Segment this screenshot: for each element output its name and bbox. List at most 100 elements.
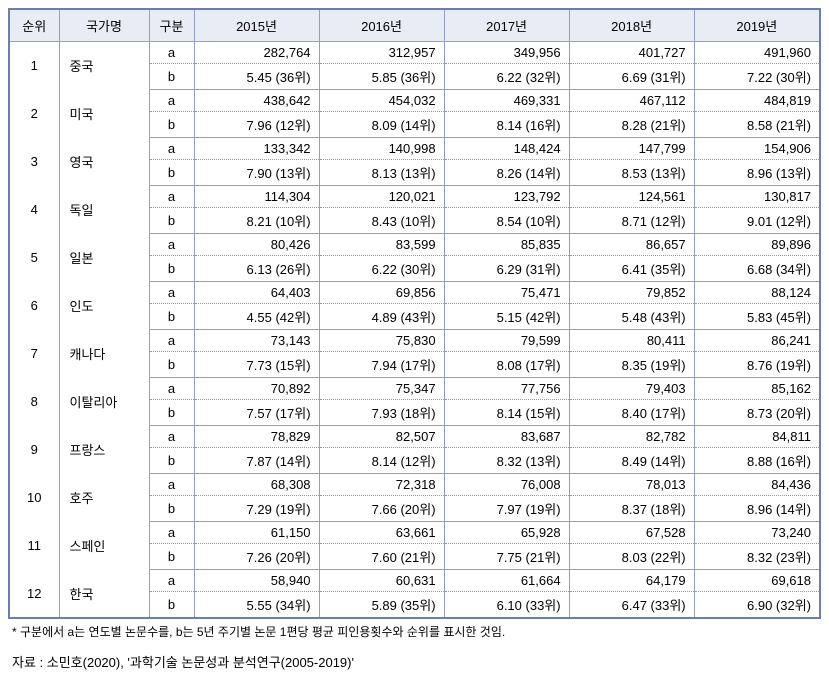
value-cell: 64,403 xyxy=(194,282,319,304)
value-cell: 7.87 (14위) xyxy=(194,448,319,474)
value-cell: 7.29 (19위) xyxy=(194,496,319,522)
value-cell: 8.32 (23위) xyxy=(694,544,820,570)
value-cell: 8.49 (14위) xyxy=(569,448,694,474)
value-cell: 349,956 xyxy=(444,42,569,64)
value-cell: 6.47 (33위) xyxy=(569,592,694,619)
rank-cell: 8 xyxy=(9,378,59,426)
value-cell: 484,819 xyxy=(694,90,820,112)
value-cell: 83,687 xyxy=(444,426,569,448)
value-cell: 82,782 xyxy=(569,426,694,448)
country-cell: 영국 xyxy=(59,138,149,186)
value-cell: 7.94 (17위) xyxy=(319,352,444,378)
value-cell: 85,835 xyxy=(444,234,569,256)
country-cell: 인도 xyxy=(59,282,149,330)
col-header: 2016년 xyxy=(319,9,444,42)
value-cell: 85,162 xyxy=(694,378,820,400)
value-cell: 8.14 (12위) xyxy=(319,448,444,474)
col-header: 순위 xyxy=(9,9,59,42)
value-cell: 5.15 (42위) xyxy=(444,304,569,330)
country-cell: 독일 xyxy=(59,186,149,234)
value-cell: 140,998 xyxy=(319,138,444,160)
type-cell: a xyxy=(149,378,194,400)
country-cell: 한국 xyxy=(59,570,149,619)
country-cell: 이탈리아 xyxy=(59,378,149,426)
rank-cell: 9 xyxy=(9,426,59,474)
type-cell: b xyxy=(149,160,194,186)
value-cell: 79,852 xyxy=(569,282,694,304)
rank-cell: 10 xyxy=(9,474,59,522)
value-cell: 8.71 (12위) xyxy=(569,208,694,234)
value-cell: 8.53 (13위) xyxy=(569,160,694,186)
col-header: 구분 xyxy=(149,9,194,42)
value-cell: 7.22 (30위) xyxy=(694,64,820,90)
value-cell: 61,664 xyxy=(444,570,569,592)
value-cell: 5.55 (34위) xyxy=(194,592,319,619)
value-cell: 8.43 (10위) xyxy=(319,208,444,234)
value-cell: 7.75 (21위) xyxy=(444,544,569,570)
value-cell: 8.76 (19위) xyxy=(694,352,820,378)
value-cell: 8.32 (13위) xyxy=(444,448,569,474)
value-cell: 8.28 (21위) xyxy=(569,112,694,138)
value-cell: 75,471 xyxy=(444,282,569,304)
value-cell: 76,008 xyxy=(444,474,569,496)
country-cell: 호주 xyxy=(59,474,149,522)
value-cell: 69,618 xyxy=(694,570,820,592)
country-cell: 일본 xyxy=(59,234,149,282)
rank-cell: 4 xyxy=(9,186,59,234)
value-cell: 79,403 xyxy=(569,378,694,400)
type-cell: a xyxy=(149,234,194,256)
value-cell: 61,150 xyxy=(194,522,319,544)
value-cell: 123,792 xyxy=(444,186,569,208)
value-cell: 130,817 xyxy=(694,186,820,208)
country-cell: 스페인 xyxy=(59,522,149,570)
value-cell: 148,424 xyxy=(444,138,569,160)
value-cell: 4.89 (43위) xyxy=(319,304,444,330)
value-cell: 5.45 (36위) xyxy=(194,64,319,90)
value-cell: 8.09 (14위) xyxy=(319,112,444,138)
value-cell: 147,799 xyxy=(569,138,694,160)
type-cell: b xyxy=(149,304,194,330)
rank-cell: 5 xyxy=(9,234,59,282)
value-cell: 64,179 xyxy=(569,570,694,592)
type-cell: b xyxy=(149,496,194,522)
value-cell: 6.29 (31위) xyxy=(444,256,569,282)
rank-cell: 12 xyxy=(9,570,59,619)
country-cell: 캐나다 xyxy=(59,330,149,378)
value-cell: 8.40 (17위) xyxy=(569,400,694,426)
value-cell: 69,856 xyxy=(319,282,444,304)
value-cell: 8.26 (14위) xyxy=(444,160,569,186)
type-cell: b xyxy=(149,544,194,570)
type-cell: b xyxy=(149,64,194,90)
type-cell: a xyxy=(149,282,194,304)
value-cell: 77,756 xyxy=(444,378,569,400)
value-cell: 5.83 (45위) xyxy=(694,304,820,330)
value-cell: 8.21 (10위) xyxy=(194,208,319,234)
value-cell: 8.88 (16위) xyxy=(694,448,820,474)
value-cell: 491,960 xyxy=(694,42,820,64)
value-cell: 124,561 xyxy=(569,186,694,208)
type-cell: a xyxy=(149,138,194,160)
type-cell: b xyxy=(149,256,194,282)
value-cell: 8.58 (21위) xyxy=(694,112,820,138)
value-cell: 80,411 xyxy=(569,330,694,352)
value-cell: 6.41 (35위) xyxy=(569,256,694,282)
value-cell: 73,240 xyxy=(694,522,820,544)
value-cell: 8.96 (13위) xyxy=(694,160,820,186)
type-cell: a xyxy=(149,426,194,448)
value-cell: 80,426 xyxy=(194,234,319,256)
value-cell: 6.13 (26위) xyxy=(194,256,319,282)
value-cell: 7.66 (20위) xyxy=(319,496,444,522)
value-cell: 9.01 (12위) xyxy=(694,208,820,234)
value-cell: 82,507 xyxy=(319,426,444,448)
value-cell: 7.96 (12위) xyxy=(194,112,319,138)
value-cell: 114,304 xyxy=(194,186,319,208)
value-cell: 75,347 xyxy=(319,378,444,400)
value-cell: 8.13 (13위) xyxy=(319,160,444,186)
value-cell: 78,829 xyxy=(194,426,319,448)
rank-cell: 1 xyxy=(9,42,59,90)
value-cell: 68,308 xyxy=(194,474,319,496)
value-cell: 65,928 xyxy=(444,522,569,544)
value-cell: 8.54 (10위) xyxy=(444,208,569,234)
type-cell: a xyxy=(149,42,194,64)
value-cell: 8.08 (17위) xyxy=(444,352,569,378)
